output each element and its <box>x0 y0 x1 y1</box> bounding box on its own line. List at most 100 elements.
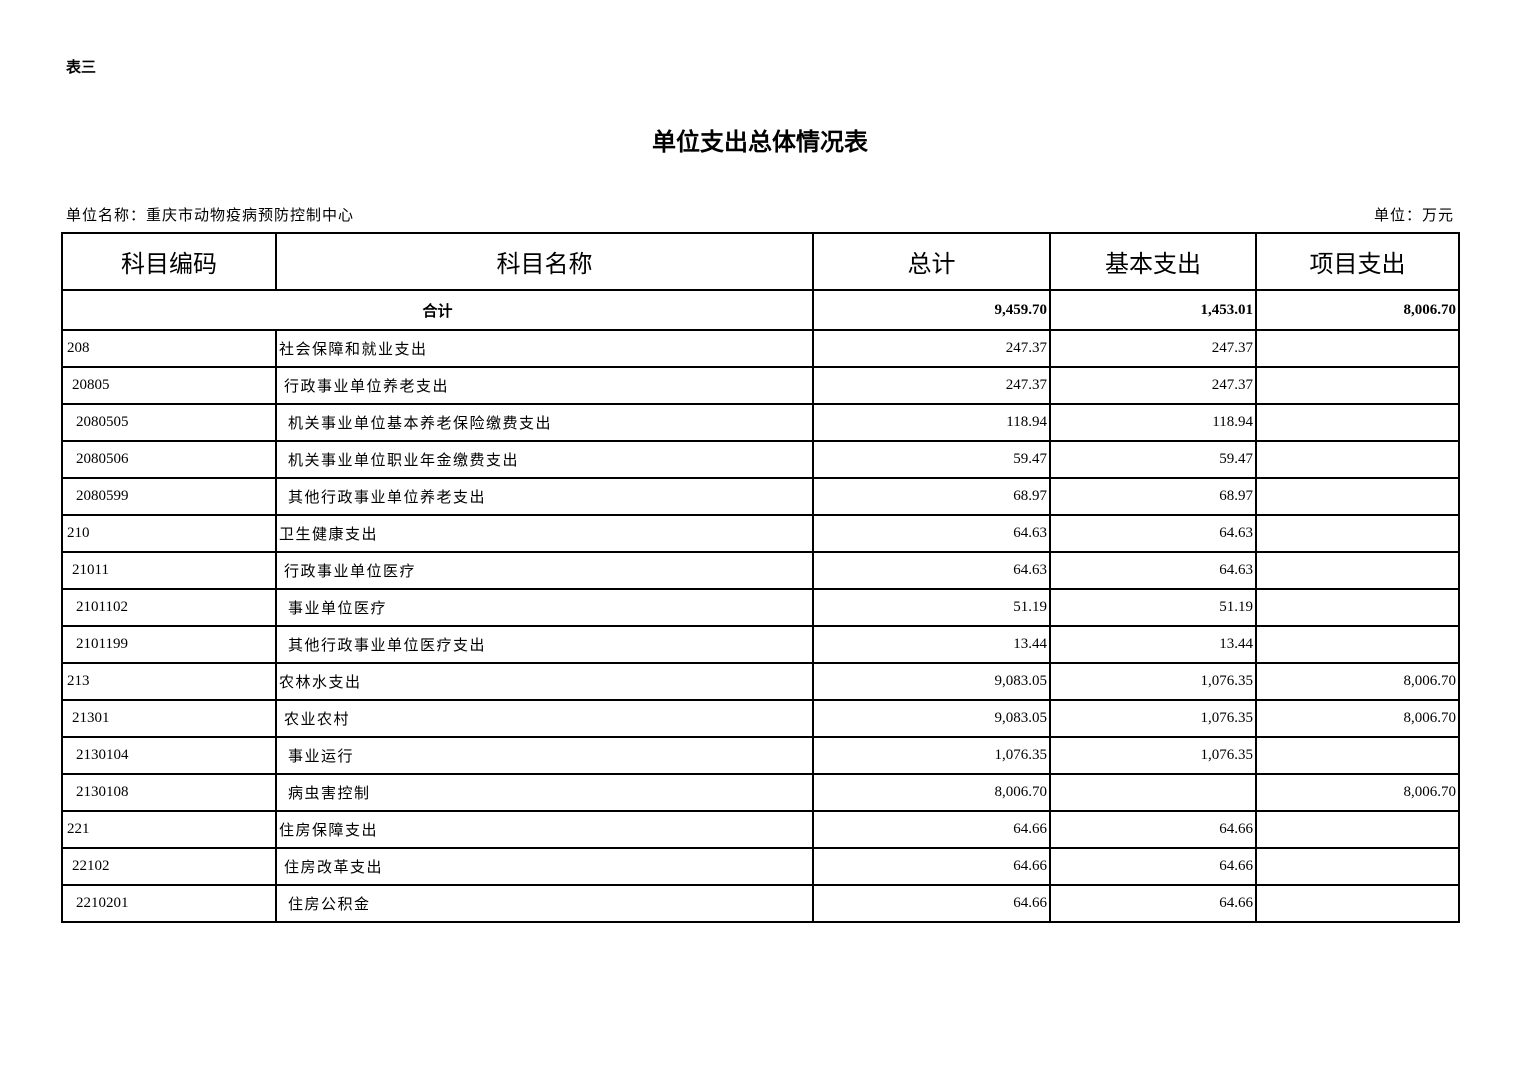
row-basic: 51.19 <box>1049 588 1257 627</box>
row-total: 64.66 <box>812 810 1051 849</box>
table-row: 208 社会保障和就业支出 247.37 247.37 <box>61 329 1460 368</box>
row-name: 病虫害控制 <box>275 773 814 812</box>
table-row: 2080505 机关事业单位基本养老保险缴费支出 118.94 118.94 <box>61 403 1460 442</box>
row-basic: 64.63 <box>1049 551 1257 590</box>
row-basic <box>1049 773 1257 812</box>
total-basic: 1,453.01 <box>1049 289 1257 331</box>
row-name: 社会保障和就业支出 <box>275 329 814 368</box>
row-total: 68.97 <box>812 477 1051 516</box>
row-total: 64.66 <box>812 847 1051 886</box>
row-project <box>1255 329 1460 368</box>
row-basic: 64.66 <box>1049 884 1257 923</box>
row-total: 64.66 <box>812 884 1051 923</box>
row-code: 2101199 <box>61 625 277 664</box>
row-name: 其他行政事业单位养老支出 <box>275 477 814 516</box>
row-code: 210 <box>61 514 277 553</box>
table-row: 2210201 住房公积金 64.66 64.66 <box>61 884 1460 923</box>
row-basic: 1,076.35 <box>1049 736 1257 775</box>
row-name: 事业单位医疗 <box>275 588 814 627</box>
row-name: 其他行政事业单位医疗支出 <box>275 625 814 664</box>
row-basic: 68.97 <box>1049 477 1257 516</box>
row-code: 20805 <box>61 366 277 405</box>
table-header-row: 科目编码 科目名称 总计 基本支出 项目支出 <box>61 232 1460 291</box>
header-total: 总计 <box>812 232 1051 291</box>
row-name: 住房保障支出 <box>275 810 814 849</box>
total-total: 9,459.70 <box>812 289 1051 331</box>
row-name: 住房公积金 <box>275 884 814 923</box>
row-total: 118.94 <box>812 403 1051 442</box>
total-label: 合计 <box>61 289 814 331</box>
row-code: 21011 <box>61 551 277 590</box>
row-total: 9,083.05 <box>812 662 1051 701</box>
row-name: 住房改革支出 <box>275 847 814 886</box>
row-code: 21301 <box>61 699 277 738</box>
table-number-label: 表三 <box>66 60 97 76</box>
row-basic: 59.47 <box>1049 440 1257 479</box>
row-total: 1,076.35 <box>812 736 1051 775</box>
currency-unit: 单位：万元 <box>1373 208 1454 224</box>
row-project: 8,006.70 <box>1255 773 1460 812</box>
row-project <box>1255 625 1460 664</box>
total-project: 8,006.70 <box>1255 289 1460 331</box>
row-code: 2101102 <box>61 588 277 627</box>
row-total: 64.63 <box>812 514 1051 553</box>
row-code: 221 <box>61 810 277 849</box>
table-row: 21301 农业农村 9,083.05 1,076.35 8,006.70 <box>61 699 1460 738</box>
row-project <box>1255 847 1460 886</box>
row-total: 59.47 <box>812 440 1051 479</box>
row-basic: 118.94 <box>1049 403 1257 442</box>
row-project <box>1255 551 1460 590</box>
row-code: 2210201 <box>61 884 277 923</box>
row-total: 64.63 <box>812 551 1051 590</box>
row-code: 2080506 <box>61 440 277 479</box>
header-name: 科目名称 <box>275 232 814 291</box>
row-code: 208 <box>61 329 277 368</box>
row-name: 机关事业单位基本养老保险缴费支出 <box>275 403 814 442</box>
row-basic: 64.63 <box>1049 514 1257 553</box>
row-basic: 13.44 <box>1049 625 1257 664</box>
header-code: 科目编码 <box>61 232 277 291</box>
row-project <box>1255 588 1460 627</box>
row-name: 行政事业单位养老支出 <box>275 366 814 405</box>
row-total: 13.44 <box>812 625 1051 664</box>
row-code: 22102 <box>61 847 277 886</box>
table-row: 2101199 其他行政事业单位医疗支出 13.44 13.44 <box>61 625 1460 664</box>
table-row: 221 住房保障支出 64.66 64.66 <box>61 810 1460 849</box>
table-row: 2130104 事业运行 1,076.35 1,076.35 <box>61 736 1460 775</box>
row-total: 8,006.70 <box>812 773 1051 812</box>
row-basic: 64.66 <box>1049 810 1257 849</box>
row-project <box>1255 366 1460 405</box>
total-row: 合计 9,459.70 1,453.01 8,006.70 <box>61 289 1460 331</box>
row-code: 2130104 <box>61 736 277 775</box>
row-total: 51.19 <box>812 588 1051 627</box>
row-basic: 64.66 <box>1049 847 1257 886</box>
expenditure-table: 科目编码 科目名称 总计 基本支出 项目支出 合计 9,459.70 1,453… <box>61 232 1460 923</box>
row-code: 2080599 <box>61 477 277 516</box>
header-project: 项目支出 <box>1255 232 1460 291</box>
row-project: 8,006.70 <box>1255 662 1460 701</box>
row-name: 卫生健康支出 <box>275 514 814 553</box>
unit-name: 单位名称：重庆市动物疫病预防控制中心 <box>66 208 355 224</box>
table-row: 21011 行政事业单位医疗 64.63 64.63 <box>61 551 1460 590</box>
row-name: 行政事业单位医疗 <box>275 551 814 590</box>
row-total: 247.37 <box>812 366 1051 405</box>
table-row: 213 农林水支出 9,083.05 1,076.35 8,006.70 <box>61 662 1460 701</box>
table-row: 210 卫生健康支出 64.63 64.63 <box>61 514 1460 553</box>
table-row: 20805 行政事业单位养老支出 247.37 247.37 <box>61 366 1460 405</box>
row-basic: 1,076.35 <box>1049 662 1257 701</box>
row-basic: 247.37 <box>1049 329 1257 368</box>
row-total: 247.37 <box>812 329 1051 368</box>
row-project: 8,006.70 <box>1255 699 1460 738</box>
row-basic: 247.37 <box>1049 366 1257 405</box>
row-name: 农林水支出 <box>275 662 814 701</box>
row-basic: 1,076.35 <box>1049 699 1257 738</box>
table-row: 22102 住房改革支出 64.66 64.66 <box>61 847 1460 886</box>
row-total: 9,083.05 <box>812 699 1051 738</box>
row-project <box>1255 440 1460 479</box>
row-project <box>1255 810 1460 849</box>
table-row: 2080506 机关事业单位职业年金缴费支出 59.47 59.47 <box>61 440 1460 479</box>
row-code: 2130108 <box>61 773 277 812</box>
row-code: 2080505 <box>61 403 277 442</box>
row-project <box>1255 477 1460 516</box>
row-project <box>1255 736 1460 775</box>
